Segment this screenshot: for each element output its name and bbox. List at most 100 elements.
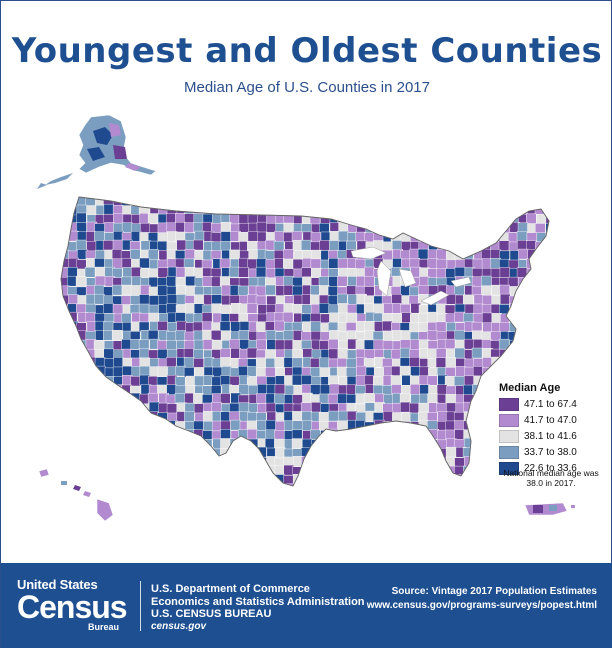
county-cell	[104, 430, 115, 441]
county-cell	[149, 475, 160, 486]
county-cell	[319, 240, 330, 251]
county-cell	[526, 258, 537, 269]
county-cell	[436, 268, 447, 279]
county-cell	[94, 411, 105, 423]
county-cell	[220, 231, 232, 242]
county-cell	[192, 321, 204, 333]
county-cell	[491, 204, 502, 216]
county-cell	[166, 303, 177, 314]
county-cell	[383, 394, 394, 405]
county-cell	[292, 357, 303, 369]
county-cell	[455, 204, 466, 216]
county-cell	[318, 276, 330, 287]
county-cell	[509, 339, 520, 351]
county-cell	[310, 321, 321, 332]
county-cell	[436, 258, 447, 270]
county-cell	[219, 258, 231, 270]
county-cell	[462, 248, 474, 260]
county-cell	[472, 203, 483, 215]
county-cell	[364, 474, 375, 485]
county-cell	[482, 322, 493, 333]
county-cell	[67, 429, 79, 440]
county-cell	[265, 402, 277, 414]
county-cell	[518, 331, 529, 342]
county-cell	[310, 294, 321, 306]
county-cell	[428, 466, 439, 477]
census-logo[interactable]: United States Census Bureau	[17, 577, 133, 637]
county-cell	[94, 293, 105, 305]
county-cell	[256, 221, 268, 233]
legend-label: 38.1 to 41.6	[524, 431, 577, 442]
county-cell	[471, 197, 483, 207]
county-cell	[255, 285, 267, 297]
county-cell	[238, 330, 250, 341]
legend-item: 33.7 to 38.0	[499, 445, 607, 460]
county-cell	[464, 483, 475, 486]
county-cell	[103, 348, 115, 360]
county-cell	[220, 357, 231, 368]
county-cell	[382, 204, 394, 215]
county-cell	[535, 304, 547, 315]
county-cell	[347, 455, 359, 467]
county-cell	[364, 214, 375, 225]
county-cell	[131, 448, 142, 459]
county-cell	[283, 275, 294, 287]
census-link[interactable]: census.gov	[151, 620, 207, 632]
county-cell	[202, 465, 213, 476]
county-cell	[302, 465, 313, 476]
county-cell	[391, 456, 402, 467]
county-cell	[453, 213, 465, 224]
county-cell	[86, 429, 97, 441]
county-cell	[418, 439, 430, 450]
county-cell	[355, 197, 367, 206]
county-cell	[480, 412, 492, 423]
county-cell	[338, 437, 349, 449]
county-cell	[193, 239, 204, 251]
county-cell	[266, 204, 278, 215]
county-cell	[328, 475, 339, 486]
county-cell	[104, 411, 115, 422]
county-cell	[77, 394, 88, 406]
county-cell	[157, 285, 168, 296]
county-cell	[67, 197, 78, 207]
county-cell	[319, 340, 330, 351]
county-cell	[526, 304, 537, 316]
county-cell	[499, 204, 511, 215]
source-link[interactable]: www.census.gov/programs-surveys/popest.h…	[366, 600, 597, 611]
county-cell	[203, 411, 214, 422]
county-cell	[255, 357, 267, 368]
county-cell	[292, 420, 304, 431]
county-cell	[184, 222, 195, 233]
logo-bottom-text: Bureau	[87, 622, 119, 632]
county-cell	[336, 204, 348, 215]
county-cell	[184, 438, 195, 449]
county-cell	[202, 457, 214, 469]
county-cell	[103, 447, 114, 459]
county-cell	[76, 366, 88, 378]
county-cell	[211, 474, 223, 485]
county-cell	[139, 348, 150, 359]
county-cell	[292, 285, 303, 297]
county-cell	[201, 312, 213, 323]
county-cell	[265, 419, 277, 431]
county-cell	[86, 375, 97, 387]
county-cell	[410, 474, 421, 485]
county-cell	[472, 232, 483, 244]
county-cell	[94, 455, 105, 467]
county-cell	[202, 275, 213, 287]
county-cell	[409, 339, 421, 350]
county-cell	[373, 222, 385, 234]
county-cell	[491, 356, 502, 368]
county-cell	[499, 267, 511, 278]
county-cell	[390, 349, 402, 360]
county-cell	[347, 465, 358, 476]
legend: Median Age 47.1 to 67.4 41.7 to 47.0 38.…	[499, 382, 607, 477]
county-cell	[121, 429, 132, 441]
county-cell	[427, 197, 439, 206]
county-cell	[419, 457, 430, 468]
county-cell	[445, 197, 456, 206]
county-cell	[104, 222, 115, 233]
county-cell	[365, 465, 376, 476]
county-cell	[95, 420, 106, 431]
county-cell	[66, 457, 78, 469]
